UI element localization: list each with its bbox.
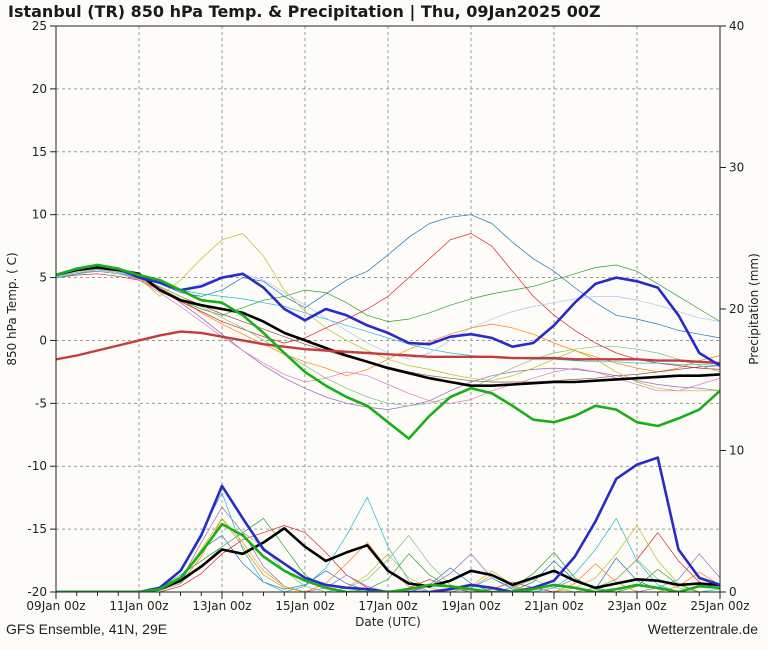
chart-container: Istanbul (TR) 850 hPa Temp. & Precipitat… <box>0 0 768 646</box>
svg-text:13Jan 00z: 13Jan 00z <box>192 599 251 613</box>
svg-text:0: 0 <box>729 585 737 599</box>
svg-text:-5: -5 <box>35 396 47 410</box>
chart-svg: 09Jan 00z 11Jan 00z 13Jan 00z 15Jan 00z 17Ja… <box>0 0 768 646</box>
svg-text:10: 10 <box>729 444 744 458</box>
svg-text:19Jan 00z: 19Jan 00z <box>441 599 500 613</box>
svg-text:20: 20 <box>32 82 47 96</box>
svg-text:GFS Ensemble, 41N, 29E: GFS Ensemble, 41N, 29E <box>6 621 167 637</box>
svg-text:11Jan 00z: 11Jan 00z <box>109 599 168 613</box>
svg-text:Date (UTC): Date (UTC) <box>355 615 421 629</box>
svg-text:10: 10 <box>32 208 47 222</box>
svg-text:Wetterzentrale.de: Wetterzentrale.de <box>648 621 758 637</box>
svg-text:15: 15 <box>32 145 47 159</box>
svg-text:-10: -10 <box>27 459 47 473</box>
svg-text:-20: -20 <box>27 585 47 599</box>
svg-text:0: 0 <box>39 333 47 347</box>
svg-text:5: 5 <box>39 271 47 285</box>
svg-text:17Jan 00z: 17Jan 00z <box>358 599 417 613</box>
svg-text:Precipitation (mm): Precipitation (mm) <box>747 253 761 365</box>
svg-text:25: 25 <box>32 19 47 33</box>
svg-text:20: 20 <box>729 302 744 316</box>
svg-text:-15: -15 <box>27 522 47 536</box>
svg-text:40: 40 <box>729 19 744 33</box>
svg-text:30: 30 <box>729 161 744 175</box>
svg-text:23Jan 00z: 23Jan 00z <box>607 599 666 613</box>
svg-text:09Jan 00z: 09Jan 00z <box>26 599 85 613</box>
svg-text:850 hPa Temp. ( C): 850 hPa Temp. ( C) <box>5 252 19 365</box>
svg-text:15Jan 00z: 15Jan 00z <box>275 599 334 613</box>
svg-text:21Jan 00z: 21Jan 00z <box>524 599 583 613</box>
chart-title: Istanbul (TR) 850 hPa Temp. & Precipitat… <box>8 2 601 21</box>
svg-text:25Jan 00z: 25Jan 00z <box>690 599 749 613</box>
